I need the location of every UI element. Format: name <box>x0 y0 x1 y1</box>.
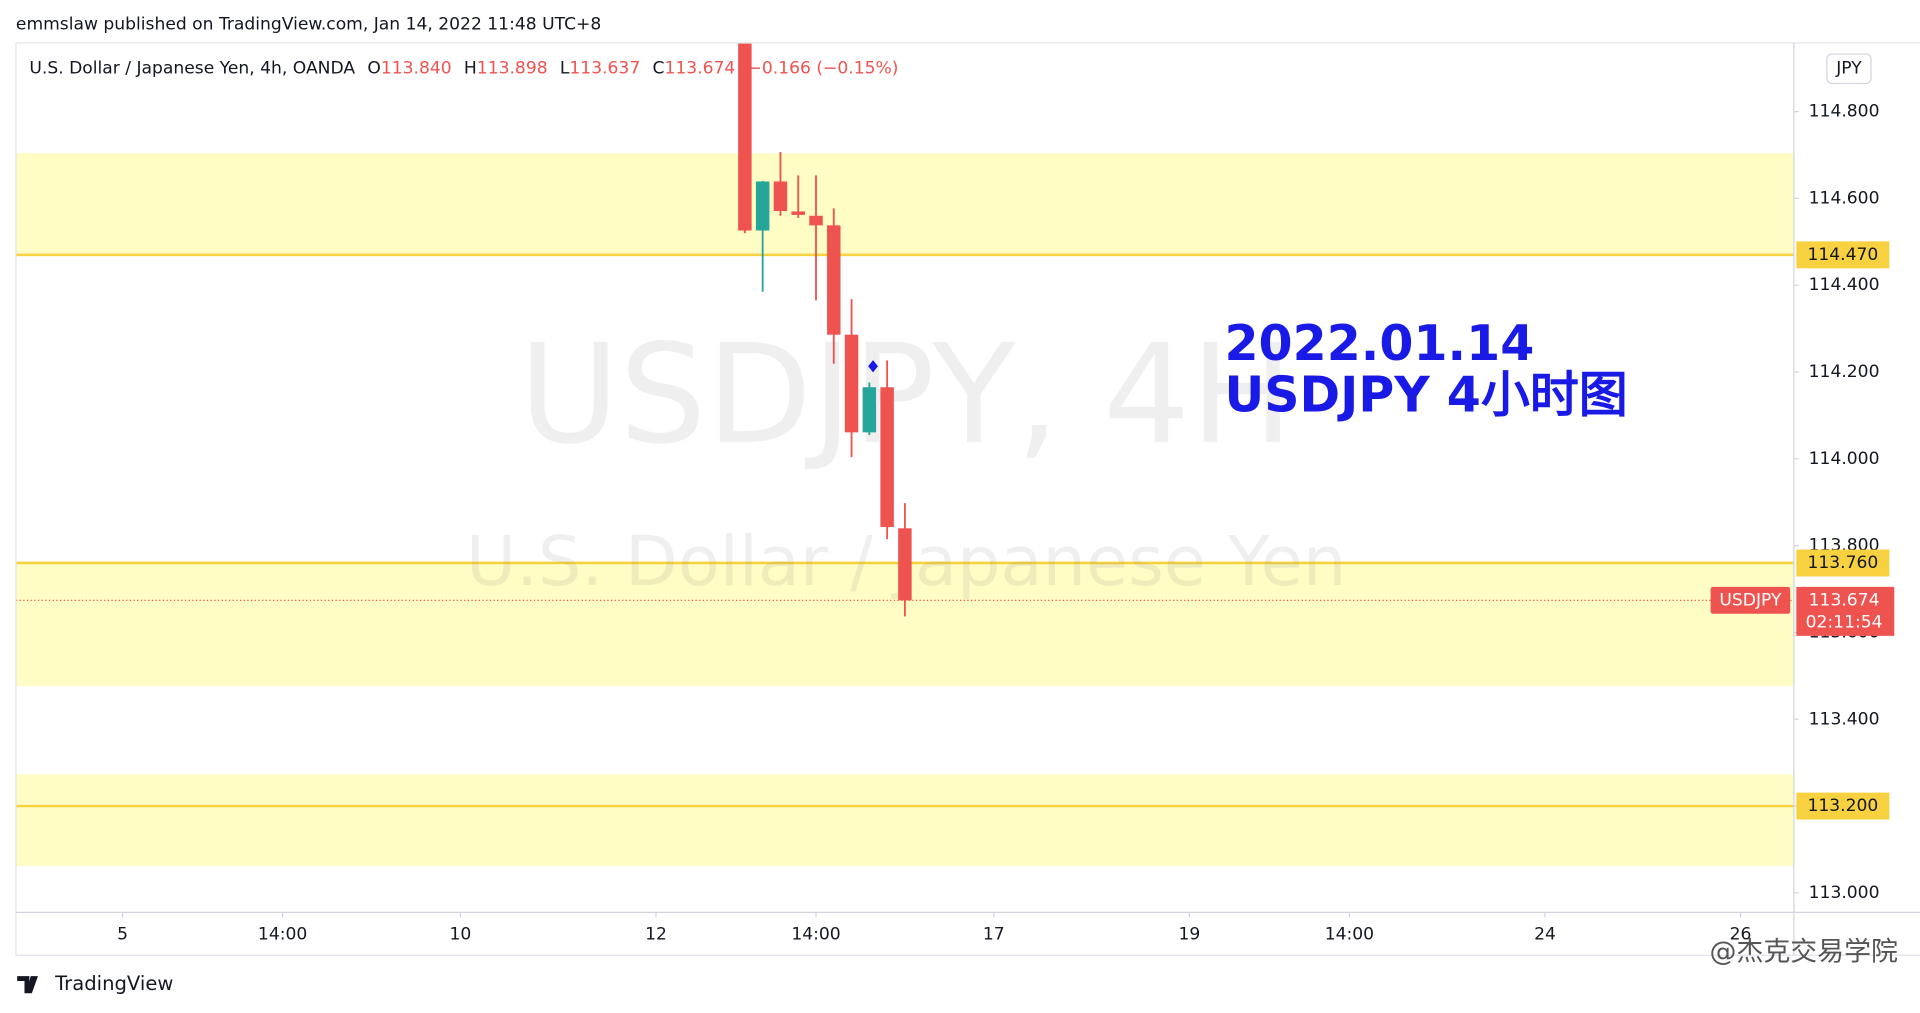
legend-label: O <box>367 59 380 79</box>
last-price-tag <box>1796 586 1895 636</box>
brand-logo <box>17 976 38 994</box>
x-tick-label: 24 <box>1534 924 1556 944</box>
legend: U.S. Dollar / Japanese Yen, 4h, OANDA O11… <box>29 59 898 79</box>
level-label: 113.200 <box>1807 796 1878 816</box>
candle-body <box>880 387 894 527</box>
x-tick-label: 19 <box>1178 924 1200 944</box>
candle-body <box>862 387 877 433</box>
legend-change: −0.166 (−0.15%) <box>748 59 899 79</box>
symbol-tag-label: USDJPY <box>1719 590 1782 610</box>
x-tick-label: 26 <box>1730 924 1752 944</box>
candle-body <box>827 225 841 335</box>
y-tick-label: 114.000 <box>1809 449 1880 469</box>
zones <box>15 153 1794 866</box>
annotation: 2022.01.14 <box>1224 315 1534 372</box>
candle-body <box>755 181 770 231</box>
y-tick-label: 114.600 <box>1809 188 1880 208</box>
candle-body <box>844 334 859 433</box>
y-tick-label: 114.800 <box>1809 102 1880 122</box>
zone <box>15 153 1794 254</box>
level-label-bg <box>1796 241 1890 269</box>
x-tick-label: 5 <box>117 924 128 944</box>
currency-label[interactable]: JPY <box>1835 59 1862 79</box>
legend-symbol: U.S. Dollar / Japanese Yen, 4h, OANDA <box>29 59 355 79</box>
annotation: USDJPY 4小时图 <box>1224 367 1627 424</box>
x-tick-label: 14:00 <box>1325 924 1374 944</box>
countdown: 02:11:54 <box>1806 612 1883 632</box>
candle-body <box>809 215 823 226</box>
legend-label: H <box>464 59 477 79</box>
level-label-bg <box>1796 792 1890 820</box>
candle-body <box>773 181 788 212</box>
x-tick-label: 12 <box>645 924 667 944</box>
brand: TradingView <box>54 972 173 995</box>
candle-body <box>738 43 752 231</box>
zone <box>15 774 1794 866</box>
x-tick-label: 14:00 <box>791 924 840 944</box>
currency-button[interactable] <box>1826 53 1872 85</box>
level-label: 113.760 <box>1807 553 1878 573</box>
symbol-tag <box>1710 586 1791 614</box>
legend-value: 113.840 <box>381 59 452 79</box>
level-label-bg <box>1796 549 1890 577</box>
y-tick-label: 114.400 <box>1809 275 1880 295</box>
y-tick-label: 114.200 <box>1809 362 1880 382</box>
level-label: 114.470 <box>1807 245 1878 265</box>
x-tick-label: 17 <box>983 924 1005 944</box>
credit: @杰克交易学院 <box>1709 936 1898 967</box>
y-tick-label: 113.000 <box>1809 883 1880 903</box>
axes: 113.000113.200113.400113.600113.800114.0… <box>117 102 1895 944</box>
candle-body <box>898 528 912 601</box>
last-price-label: 113.674 <box>1809 590 1880 610</box>
legend-value: 113.898 <box>477 59 548 79</box>
legend-value: 113.637 <box>569 59 640 79</box>
x-tick-label: 14:00 <box>258 924 307 944</box>
signal-marker <box>868 360 878 373</box>
legend-label: L <box>560 59 570 79</box>
y-tick-label: 113.400 <box>1809 709 1880 729</box>
legend-value: 113.674 <box>664 59 735 79</box>
candles <box>15 43 1794 617</box>
candle-body <box>791 211 805 215</box>
watermark: USDJPY, 4H <box>519 316 1293 475</box>
legend-label: C <box>652 59 664 79</box>
x-tick-label: 10 <box>450 924 472 944</box>
publish-info: emmslaw published on TradingView.com, Ja… <box>16 15 601 35</box>
